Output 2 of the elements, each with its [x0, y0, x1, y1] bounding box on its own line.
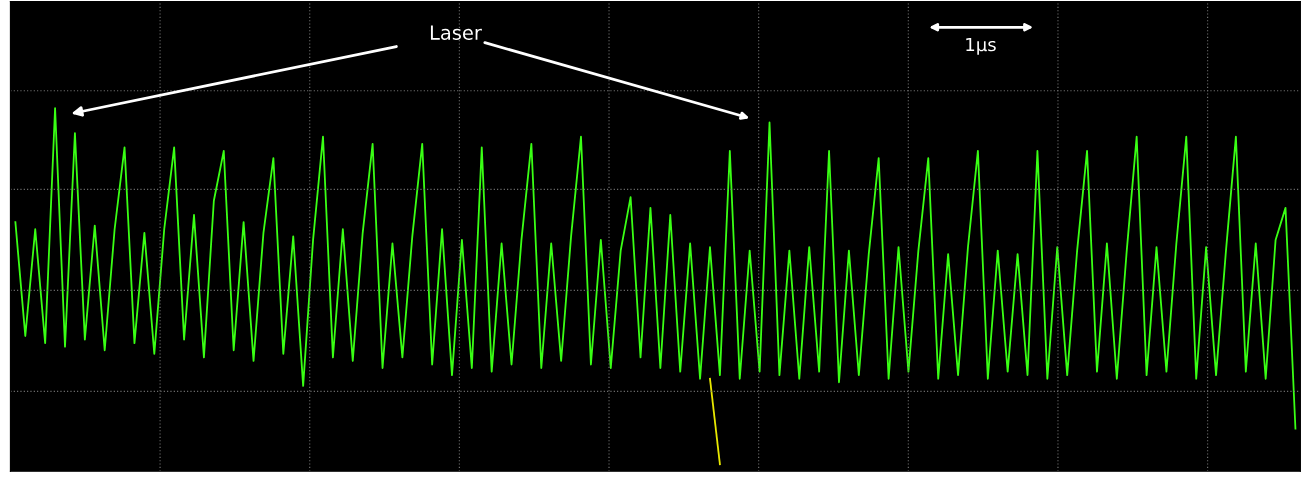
text: 1µs	[966, 37, 996, 55]
text: Laser	[430, 25, 482, 40]
